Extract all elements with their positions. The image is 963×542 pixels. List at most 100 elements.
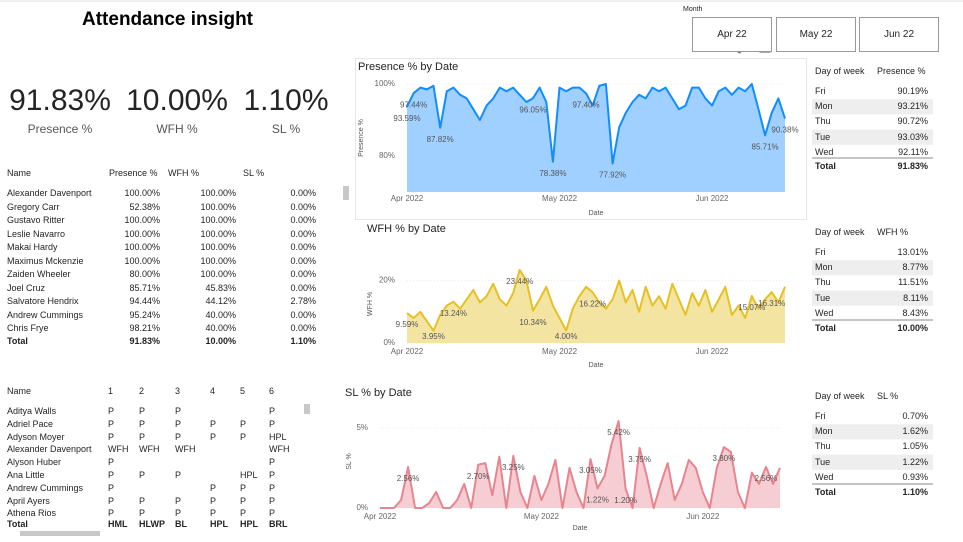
data-label: 87.82% [427,135,454,144]
data-label: 13.24% [440,309,467,318]
table-cell: Fri [815,411,826,421]
kpi-label: SL % [271,122,301,136]
table-cell: Joel Cruz [7,282,46,293]
table-cell: P [108,495,115,506]
table-cell: 0.00% [290,255,316,266]
table-cell: 44.12% [205,296,236,306]
table-cell: Zaiden Wheeler [7,269,71,279]
table-cell: 93.21% [897,101,928,112]
table-cell: Gustavo Ritter [7,215,65,225]
table-cell: Tue [815,456,831,467]
data-label: 3.95% [422,332,445,341]
y-tick-label: 5% [356,423,368,432]
table-cell: 0.70% [902,411,928,421]
table-cell: Fri [815,247,826,257]
kpi-label: WFH % [156,122,198,136]
slicer-button[interactable]: Jun 22 [859,17,939,52]
table-cell: WFH [175,444,196,455]
table-cell: P [269,457,276,468]
row-shade [812,260,933,276]
table-cell: 1.62% [902,426,928,437]
table-header: 5 [240,386,246,396]
data-label: 2.70% [467,472,490,481]
table-cell: 90.19% [897,86,928,96]
table-cell: WFH [269,444,290,455]
table-cell: P [139,406,146,416]
table-cell: P [175,470,182,480]
table-total-cell: 91.83% [897,161,928,171]
table-cell: WFH [139,444,160,455]
data-label: 93.59% [393,114,420,123]
chart-title: SL % by Date [345,387,412,399]
table-cell: HPL [240,470,258,480]
table-cell: P [210,508,217,519]
table-cell: 8.77% [902,262,928,273]
table-cell: 80.00% [129,269,160,279]
data-label: 15.07% [738,303,765,312]
scrollbar [304,404,310,414]
table-cell: Gregory Carr [7,201,60,212]
data-label: 85.71% [752,143,779,152]
table-cell: 93.03% [897,131,928,142]
table-cell: 100.00% [200,255,236,266]
table-cell: P [139,508,146,519]
table-cell: P [108,406,115,416]
table-cell: 100.00% [124,242,160,252]
data-label: 4.00% [555,332,578,341]
table-cell: 98.21% [129,323,160,333]
table-cell: Wed [815,307,834,318]
table-cell: 100.00% [200,269,236,279]
table-cell: Wed [815,146,834,157]
table-cell: Alexander Davenport [7,188,92,198]
table-cell: 100.00% [200,188,236,198]
row-shade [812,290,933,306]
table-cell: Thu [815,441,831,452]
table-total-cell: HML [108,519,128,529]
table-cell: April Ayers [7,495,50,506]
y-tick-label: 100% [375,79,395,88]
table-cell: P [269,470,276,480]
table-cell: 0.00% [290,323,316,333]
area [407,84,785,192]
table-total-cell: Total [815,323,836,333]
table-cell: WFH [108,444,129,455]
table-cell: 1.22% [902,456,928,467]
table-cell: P [269,495,276,506]
table-cell: 0.93% [902,471,928,482]
x-axis-label: Date [589,210,604,217]
x-tick-label: May 2022 [542,194,578,203]
slicer-button[interactable]: Apr 22 [692,17,772,52]
data-label: 77.92% [599,171,626,180]
table-cell: P [139,431,146,442]
table-cell: Athena Rios [7,508,57,519]
table-cell: Thu [815,116,831,127]
row-shade [812,424,933,440]
table-cell: P [175,431,182,442]
table-cell: 100.00% [200,228,236,239]
table-total-cell: HPL [240,519,258,529]
table-cell: 40.00% [205,309,236,320]
table-cell: 100.00% [124,188,160,198]
data-label: 78.38% [539,169,566,178]
table-cell: Mon [815,426,833,437]
table-header: 1 [108,386,114,396]
table-cell: 100.00% [200,215,236,225]
slicer-button[interactable]: May 22 [776,17,856,52]
table-cell: 100.00% [200,201,236,212]
scrollbar [20,531,100,536]
line [406,83,786,165]
data-label: 3.05% [579,466,602,475]
table-cell: 90.72% [897,116,928,127]
table-total-cell: 10.00% [205,336,236,346]
table-cell: 0.00% [290,282,316,293]
table-cell: 13.01% [897,247,928,257]
data-label: 3.75% [628,455,651,464]
table-cell: Andrew Cummings [7,309,84,320]
table-total-cell: 1.10% [290,336,316,346]
x-tick-label: Apr 2022 [391,194,424,203]
table-cell: Wed [815,471,834,482]
table-header: Day of week [815,391,865,401]
table-total-cell: Total [815,487,836,497]
table-total-cell: BRL [269,519,288,529]
table-cell: Chris Frye [7,323,49,333]
